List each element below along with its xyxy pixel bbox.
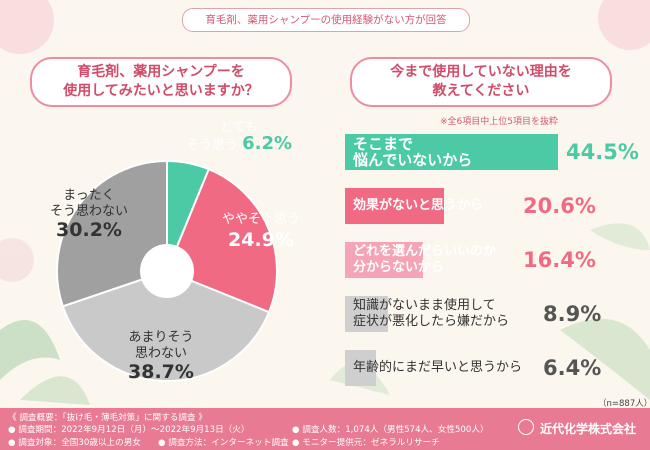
header-banner: 育毛剤、薬用シャンプーの使用経験がない方が回答 bbox=[182, 8, 470, 32]
pie-pct-2: 38.7% bbox=[128, 361, 194, 383]
right-question-line1: 今まで使用していない理由を bbox=[390, 64, 572, 80]
footer-count: ● 調査人数：1,074人（男性574人、女性500人） bbox=[292, 425, 489, 435]
left-question-box: 育毛剤、薬用シャンプーを 使用してみたいと思いますか？ bbox=[30, 57, 292, 107]
bar-value-3: 8.9% bbox=[543, 302, 602, 326]
bar-value-2: 16.4% bbox=[523, 248, 596, 272]
company-name: 近代化学株式会社 bbox=[540, 422, 637, 436]
footer: 《 調査概要：「抜け毛・薄毛対策」に関する調査 》 ● 調査期間：2022年9月… bbox=[0, 408, 650, 450]
pie-pct-1: 24.9% bbox=[228, 229, 294, 251]
note-text: ※全6項目中上位5項目を抜粋 bbox=[440, 117, 558, 127]
bar-label-1: 効果がないと思うから bbox=[353, 198, 484, 213]
pie-label-0: とても そう思う 6.2% bbox=[186, 120, 293, 154]
bar-2 bbox=[345, 242, 424, 278]
footer-monitor: ● モニター提供元：ゼネラルリサーチ bbox=[292, 438, 440, 448]
company-logo-icon bbox=[518, 419, 534, 435]
pie-pct-0: 6.2% bbox=[242, 133, 293, 154]
pie-slice-2 bbox=[61, 269, 271, 382]
bar-value-0: 44.5% bbox=[566, 140, 639, 164]
pie-pct-3: 30.2% bbox=[56, 219, 122, 241]
right-question-line2: 教えてください bbox=[432, 83, 530, 99]
bar-label-3: 知識がないまま使用して 症状が悪化したら嫌だから bbox=[353, 298, 510, 329]
right-question-box: 今まで使用していない理由を 教えてください bbox=[350, 57, 612, 107]
footer-title: 《 調査概要：「抜け毛・薄毛対策」に関する調査 》 bbox=[8, 413, 207, 423]
pie-label-3: まったく そう思わない 30.2% bbox=[50, 188, 129, 241]
bar-value-4: 6.4% bbox=[543, 356, 602, 380]
pie-center-hole bbox=[140, 244, 194, 298]
pie-slice-3 bbox=[56, 159, 168, 308]
pie-label-1: ややそう思う 24.9% bbox=[222, 212, 301, 251]
bar-4 bbox=[345, 350, 376, 386]
footer-method: ● 調査方法：インターネット調査 bbox=[158, 438, 289, 448]
bar-label-0: そこまで 悩んでいないから bbox=[353, 135, 473, 169]
bar-value-1: 20.6% bbox=[523, 194, 596, 218]
footer-period: ● 調査期間：2022年9月12日（月）〜2022年9月13日（火） bbox=[8, 425, 250, 435]
bar-1 bbox=[345, 188, 444, 224]
sample-size: （n=887人） bbox=[598, 399, 650, 409]
pie-slice-1 bbox=[165, 167, 278, 314]
bar-3 bbox=[345, 296, 388, 332]
bar-label-2: どれを選んだらいいのか 分からないから bbox=[353, 244, 497, 275]
left-question-line1: 育毛剤、薬用シャンプーを bbox=[77, 64, 245, 80]
left-question-line2: 使用してみたいと思いますか？ bbox=[63, 83, 259, 99]
bar-0 bbox=[345, 134, 558, 170]
footer-target: ● 調査対象：全国30歳以上の男女 bbox=[8, 438, 141, 448]
pie-label-2: あまりそう 思わない 38.7% bbox=[128, 330, 194, 383]
bar-label-4: 年齢的にまだ早いと思うから bbox=[353, 360, 523, 375]
